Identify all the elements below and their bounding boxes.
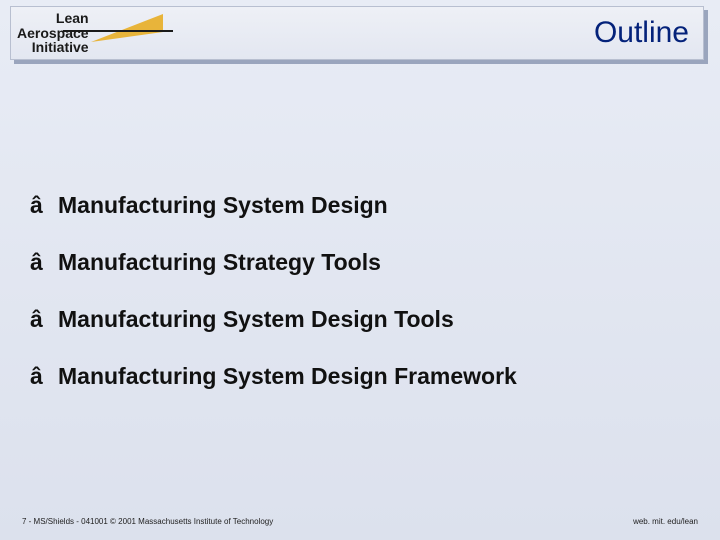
bullet-icon: â: [30, 249, 58, 276]
footer-right: web. mit. edu/lean: [633, 517, 698, 526]
logo-line2: Aerospace: [17, 26, 89, 41]
bullet-icon: â: [30, 363, 58, 390]
list-item: â Manufacturing System Design: [30, 192, 690, 219]
list-item: â Manufacturing System Design Tools: [30, 306, 690, 333]
bullet-icon: â: [30, 192, 58, 219]
outline-list: â Manufacturing System Design â Manufact…: [30, 192, 690, 420]
header-bar: Lean Aerospace Initiative Outline: [10, 6, 704, 60]
bullet-icon: â: [30, 306, 58, 333]
footer: 7 - MS/Shields - 041001 © 2001 Massachus…: [22, 517, 698, 526]
logo-swoosh-icon: [91, 11, 171, 55]
item-text: Manufacturing System Design Framework: [58, 363, 517, 390]
list-item: â Manufacturing System Design Framework: [30, 363, 690, 390]
logo-line3: Initiative: [17, 40, 89, 55]
item-text: Manufacturing Strategy Tools: [58, 249, 381, 276]
footer-left: 7 - MS/Shields - 041001 © 2001 Massachus…: [22, 517, 273, 526]
logo-line1: Lean: [17, 11, 89, 26]
item-text: Manufacturing System Design Tools: [58, 306, 454, 333]
list-item: â Manufacturing Strategy Tools: [30, 249, 690, 276]
logo-block: Lean Aerospace Initiative: [17, 11, 171, 55]
item-text: Manufacturing System Design: [58, 192, 388, 219]
logo-text: Lean Aerospace Initiative: [17, 11, 89, 55]
page-title: Outline: [594, 16, 689, 50]
